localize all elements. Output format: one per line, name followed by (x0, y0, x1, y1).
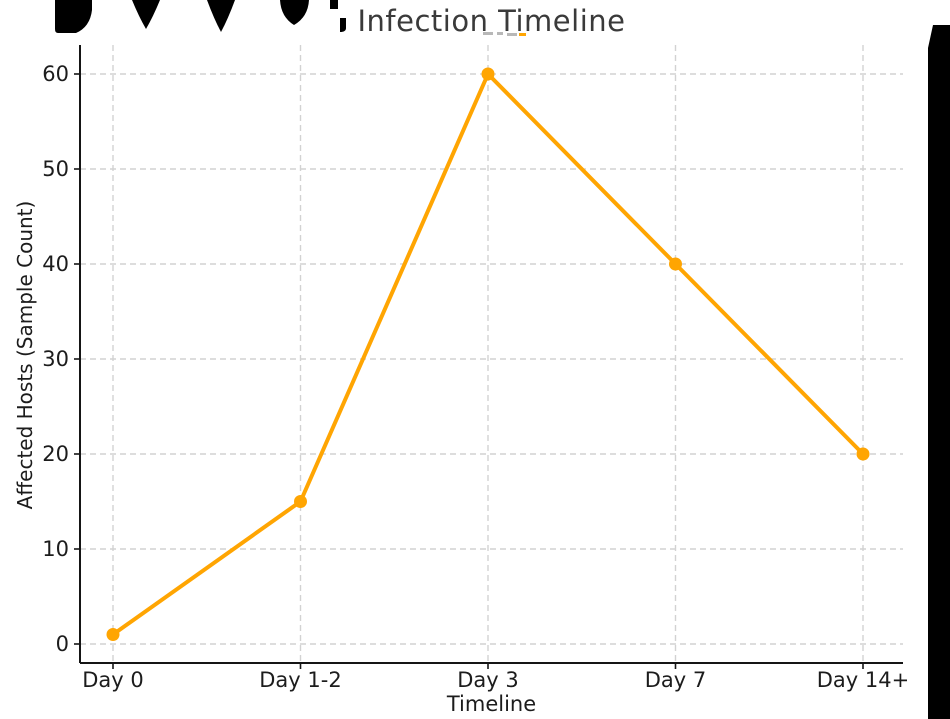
x-axis-label: Timeline (446, 692, 537, 716)
y-tick-label: 40 (42, 252, 69, 276)
title-underline-dash-artifact (497, 32, 503, 35)
y-tick-label: 50 (42, 157, 69, 181)
corrupt-glyph-comma-artifact (340, 18, 346, 32)
data-point (856, 447, 870, 461)
data-point (106, 628, 120, 641)
title-underline-dash-artifact (483, 32, 493, 35)
y-tick-label: 20 (42, 442, 69, 466)
y-tick-label: 0 (56, 632, 69, 656)
data-point (481, 67, 495, 81)
y-tick-label: 10 (42, 537, 69, 561)
corrupt-glyph-fragment-artifact (330, 0, 338, 9)
right-edge-band-artifact (928, 25, 950, 719)
corrupt-glyph-block-artifact (55, 0, 92, 33)
data-point (669, 257, 682, 271)
title-underline-dash-artifact (507, 33, 517, 36)
x-tick-label: Day 0 (82, 668, 144, 692)
x-tick-label: Day 1-2 (259, 668, 341, 692)
corrupt-glyph-wedge-artifact (207, 0, 235, 32)
y-tick-label: 30 (42, 347, 69, 371)
x-tick-label: Day 3 (457, 668, 519, 692)
y-tick-label: 60 (42, 62, 69, 86)
x-tick-label: Day 7 (645, 668, 707, 692)
x-tick-label: Day 14+ (817, 668, 909, 692)
corrupt-glyph-wedge-artifact (132, 0, 160, 29)
title-underline-orange-dash-artifact (519, 33, 526, 36)
data-point (294, 495, 307, 508)
corrupt-glyph-bump-artifact (280, 0, 309, 25)
